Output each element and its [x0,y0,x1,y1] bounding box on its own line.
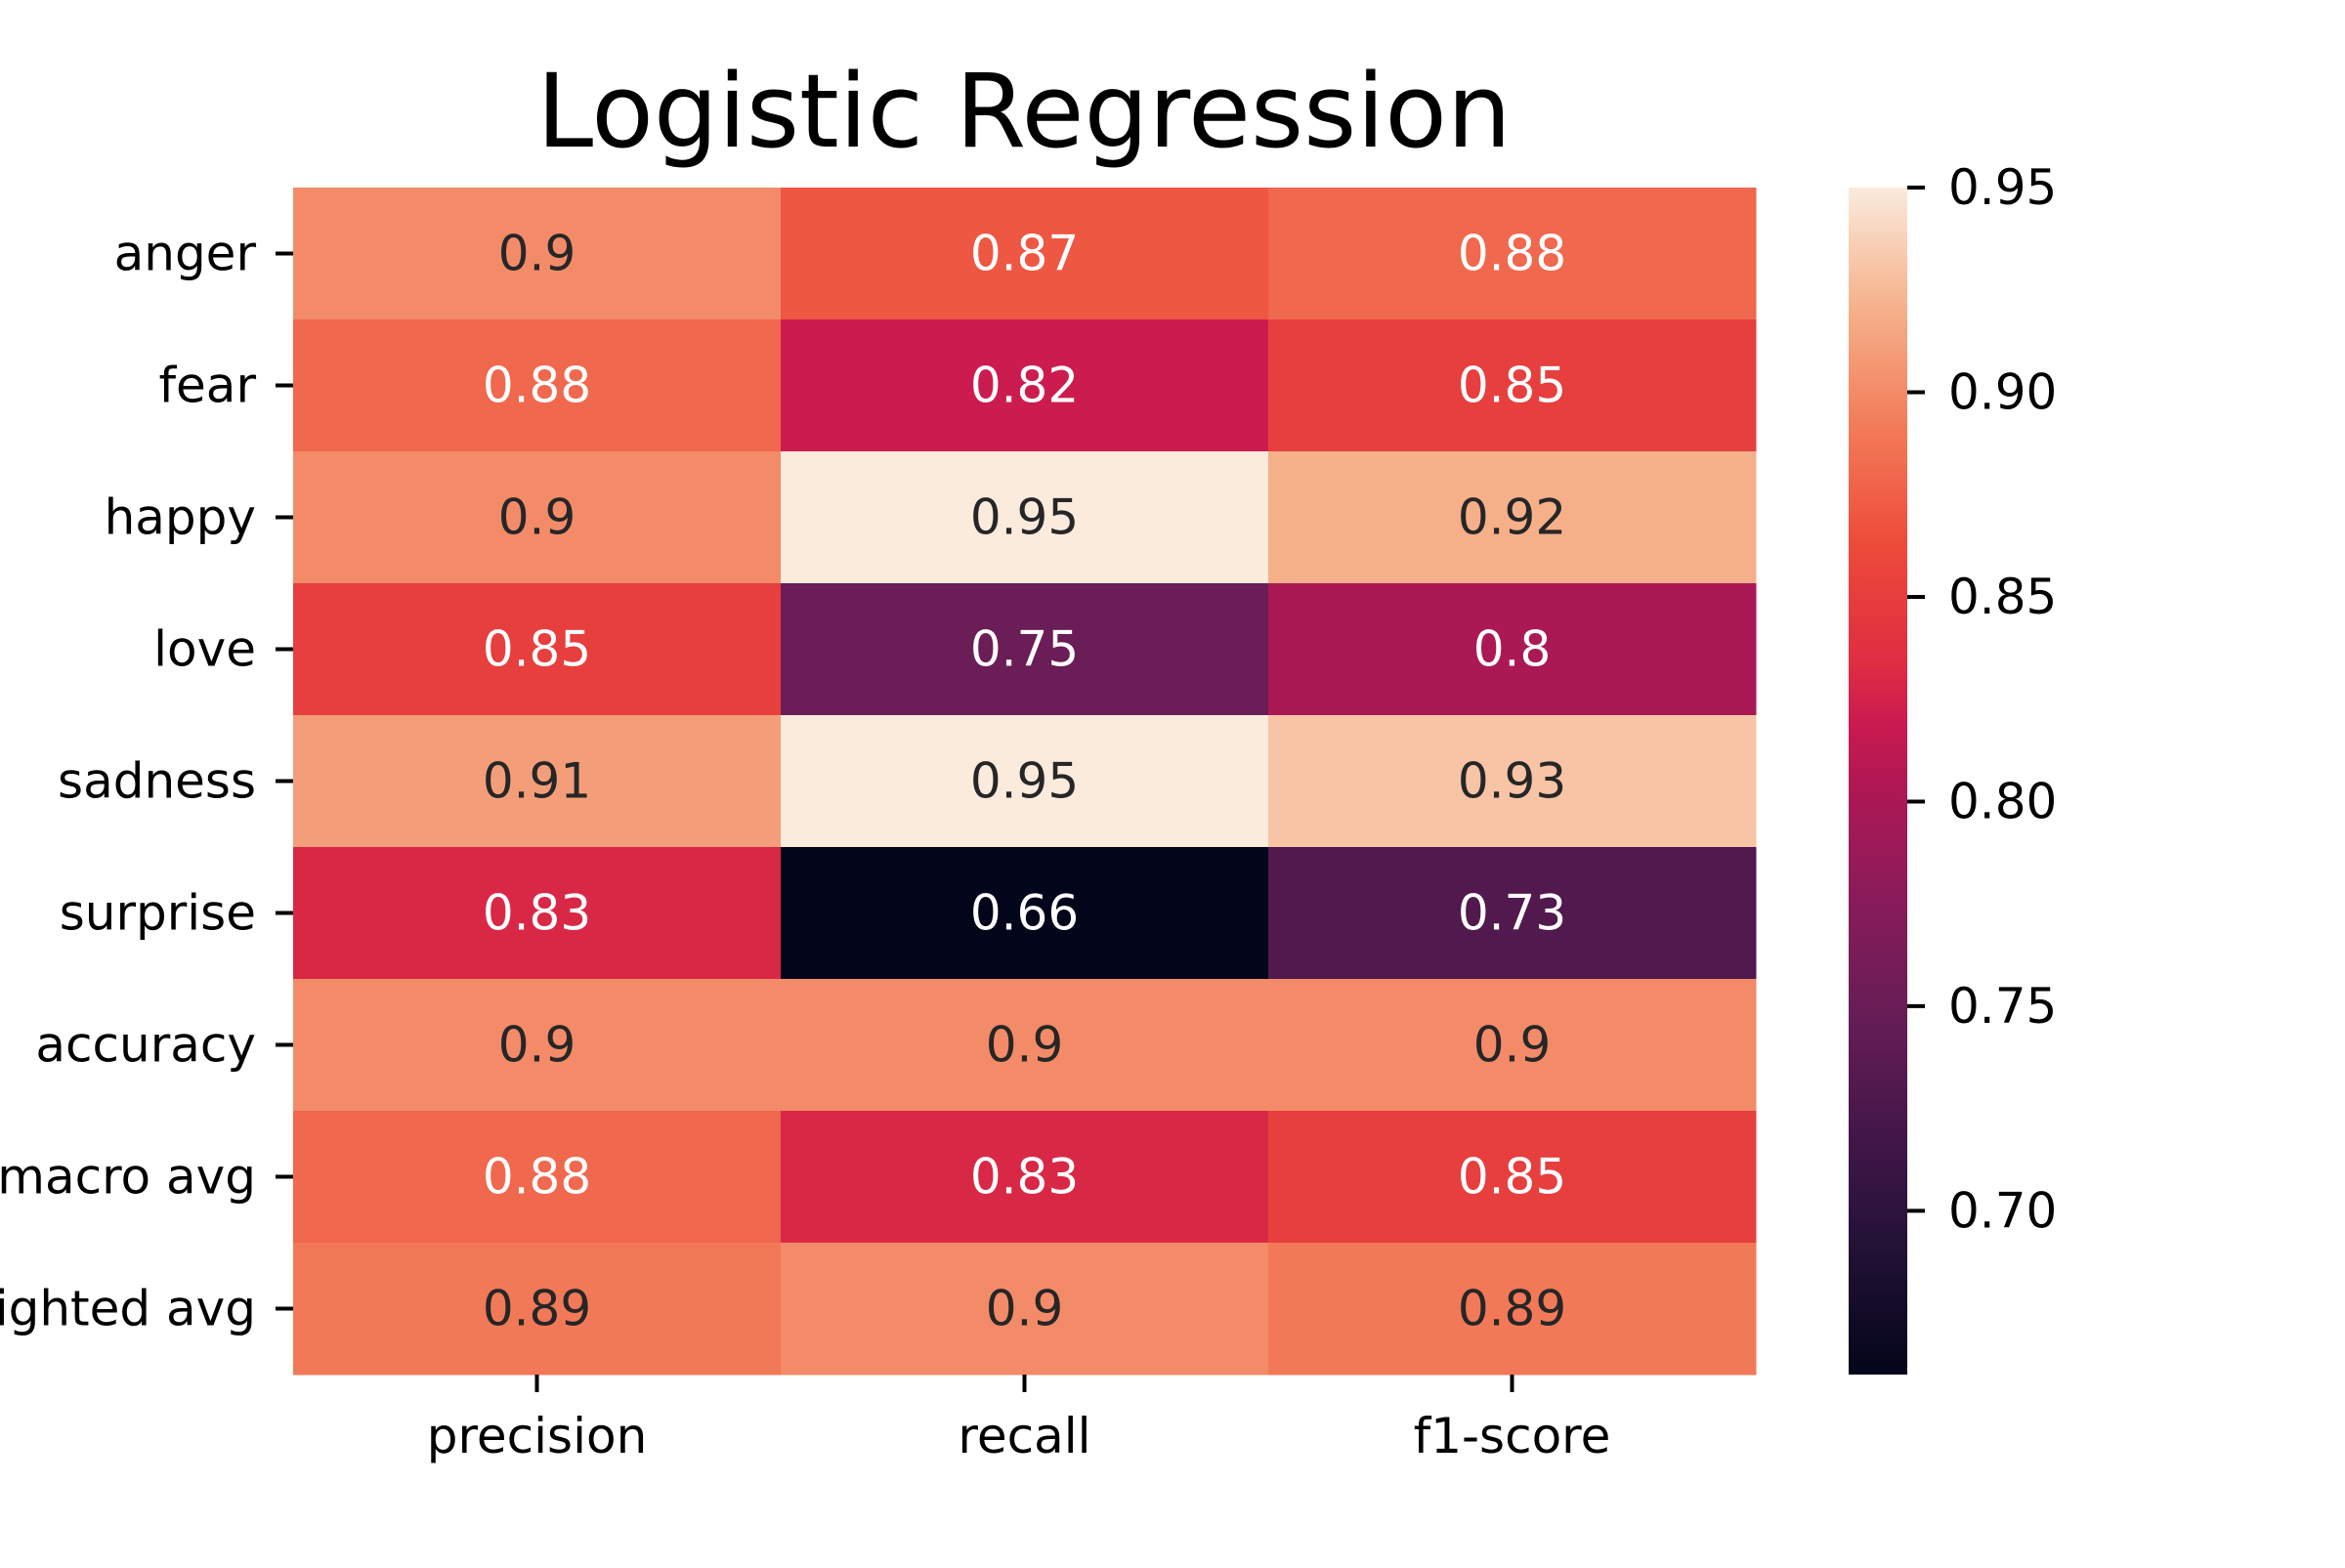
heatmap-cell [781,451,1269,584]
heatmap-cell [781,319,1269,452]
x-tick-label: f1-score [1414,1408,1611,1464]
cell-annotation: 0.66 [970,885,1079,942]
heatmap-cell [293,715,782,848]
cell-annotation: 0.88 [483,358,591,414]
cell-annotation: 0.95 [970,753,1079,810]
heatmap-cell [293,583,782,716]
heatmap-cell [1268,979,1757,1112]
chart-title: Logistic Regression [536,52,1512,171]
colorbar-tick-label: 0.95 [1948,159,2057,216]
heatmap-cell [293,1243,782,1376]
y-tick-label: macro avg [0,1149,256,1206]
cell-annotation: 0.89 [1458,1281,1566,1337]
colorbar-tick-label: 0.80 [1948,773,2057,829]
cell-annotation: 0.9 [498,1017,576,1074]
heatmap-cell [293,1111,782,1244]
x-axis: precision recall f1-score [427,1375,1611,1464]
y-tick-label: love [153,621,256,678]
cell-annotation: 0.93 [1458,753,1566,810]
cell-annotation: 0.89 [483,1281,591,1337]
cell-annotation: 0.85 [1458,358,1566,414]
y-tick-label: surprise [60,885,256,942]
cell-annotation: 0.92 [1458,489,1566,546]
heatmap-cell [781,979,1269,1112]
cell-annotation: 0.9 [986,1017,1064,1074]
cell-annotation: 0.9 [1473,1017,1552,1074]
cell-annotation: 0.91 [483,753,591,810]
heatmap-annotations: 0.9 0.87 0.88 0.88 0.82 0.85 0.9 0.95 0.92 0.85 0.… [483,226,1566,1337]
cell-annotation: 0.88 [483,1149,591,1206]
y-tick-label: fear [158,358,256,414]
heatmap-cell [293,847,782,980]
colorbar-tick-label: 0.70 [1948,1182,2057,1239]
heatmap-cell [1268,1243,1757,1376]
x-tick-label: precision [427,1408,648,1464]
cell-annotation: 0.85 [1458,1149,1566,1206]
heatmap-cell [1268,847,1757,980]
colorbar-tick-label: 0.90 [1948,363,2057,420]
cell-annotation: 0.88 [1458,226,1566,282]
heatmap-cell [293,188,782,320]
heatmap-cell [293,979,782,1112]
y-tick-label: sadness [58,753,256,810]
heatmap-cell [781,715,1269,848]
heatmap-cell [1268,1111,1757,1244]
cell-annotation: 0.95 [970,489,1079,546]
y-axis: anger fear happy love sadness surprise accurac… [0,226,293,1337]
heatmap-cell [781,847,1269,980]
y-tick-label: happy [105,489,256,546]
cell-annotation: 0.9 [498,226,576,282]
heatmap-cell [1268,319,1757,452]
colorbar-gradient [1849,188,1907,1375]
heatmap-cell [781,583,1269,716]
cell-annotation: 0.82 [970,358,1079,414]
y-tick-label: accuracy [35,1017,256,1074]
cell-annotation: 0.9 [986,1281,1064,1337]
colorbar: 0.70 0.75 0.80 0.85 0.90 0.95 [1849,159,2057,1375]
heatmap-cell [1268,451,1757,584]
cell-annotation: 0.9 [498,489,576,546]
heatmap-cell [1268,715,1757,848]
cell-annotation: 0.75 [970,621,1079,678]
heatmap-cell [293,319,782,452]
heatmap-cell [1268,188,1757,320]
cell-annotation: 0.73 [1458,885,1566,942]
heatmap-cell [293,451,782,584]
cell-annotation: 0.85 [483,621,591,678]
cell-annotation: 0.87 [970,226,1079,282]
y-tick-label: anger [114,226,257,282]
heatmap-cell [781,1243,1269,1376]
x-tick-label: recall [958,1408,1090,1464]
cell-annotation: 0.83 [970,1149,1079,1206]
y-tick-label: weighted avg [0,1281,256,1337]
cell-annotation: 0.83 [483,885,591,942]
cell-annotation: 0.8 [1473,621,1552,678]
heatmap-cell [1268,583,1757,716]
heatmap-cells [293,188,1757,1376]
heatmap-cell [781,1111,1269,1244]
heatmap-cell [781,188,1269,320]
colorbar-tick-label: 0.75 [1948,978,2057,1035]
colorbar-tick-label: 0.85 [1948,569,2057,625]
